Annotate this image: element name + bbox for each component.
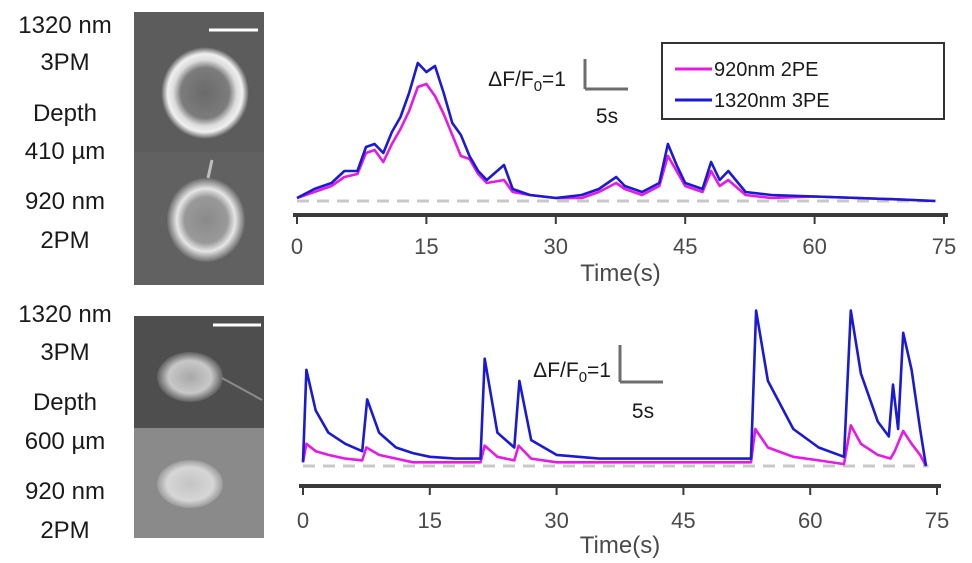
series-920nm-2pe bbox=[296, 82, 936, 203]
x-tick-label: 60 bbox=[798, 508, 822, 533]
side-label: 2PM bbox=[40, 517, 89, 544]
x-tick-label: 0 bbox=[291, 234, 303, 259]
x-tick-label: 75 bbox=[932, 234, 956, 259]
side-labels-top: 1320 nm 3PM Depth 410 µm 920 nm 2PM bbox=[18, 12, 111, 254]
x-tick-label: 30 bbox=[544, 508, 568, 533]
scalebar-x-label: 5s bbox=[632, 400, 654, 423]
scalebar-x-label: 5s bbox=[596, 105, 618, 128]
side-label: 1320 nm bbox=[18, 12, 111, 39]
side-label: Depth bbox=[33, 100, 97, 127]
side-label: 920 nm bbox=[25, 478, 105, 505]
x-tick-label: 45 bbox=[671, 508, 695, 533]
series-920nm-2pe bbox=[301, 424, 928, 467]
x-tick-label: 60 bbox=[802, 234, 826, 259]
scalebar-y-label: ΔF/F0=1 bbox=[488, 68, 566, 95]
x-tick-label: 75 bbox=[925, 508, 949, 533]
side-label: 1320 nm bbox=[18, 301, 111, 328]
series-1320nm-3pe bbox=[301, 309, 928, 467]
side-label: 600 µm bbox=[25, 428, 106, 455]
series-1320nm-3pe bbox=[296, 61, 936, 203]
x-tick-label: 0 bbox=[297, 508, 309, 533]
scalebar-y-label: ΔF/F0=1 bbox=[533, 359, 611, 386]
micrograph-top bbox=[134, 12, 264, 285]
side-label: 410 µm bbox=[25, 138, 106, 165]
side-label: 3PM bbox=[40, 339, 89, 366]
x-tick-label: 45 bbox=[673, 234, 697, 259]
x-tick-label: 15 bbox=[414, 234, 438, 259]
side-label: 920 nm bbox=[25, 188, 105, 215]
x-axis-label: Time(s) bbox=[580, 532, 660, 559]
side-label: Depth bbox=[33, 389, 97, 416]
x-tick-label: 30 bbox=[544, 234, 568, 259]
micrograph-bottom bbox=[134, 316, 264, 538]
side-label: 2PM bbox=[40, 227, 89, 254]
x-axis-label: Time(s) bbox=[580, 260, 660, 287]
side-labels-bottom: 1320 nm 3PM Depth 600 µm 920 nm 2PM bbox=[18, 301, 111, 544]
x-tick-label: 15 bbox=[418, 508, 442, 533]
side-label: 3PM bbox=[40, 49, 89, 76]
